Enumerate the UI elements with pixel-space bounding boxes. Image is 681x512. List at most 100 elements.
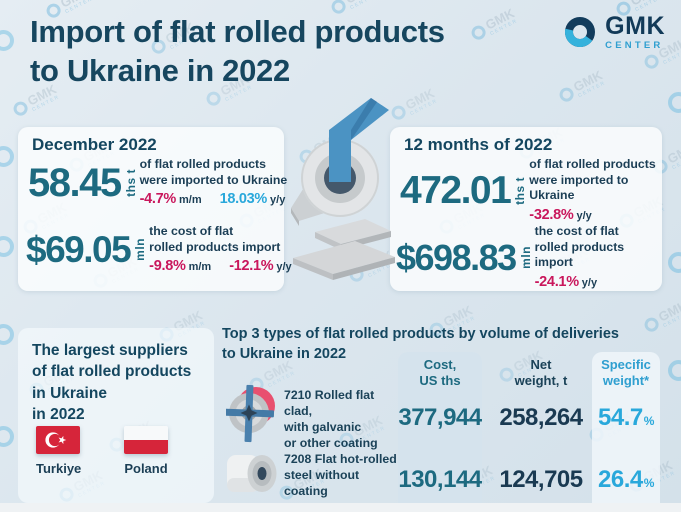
change-value: -9.8%	[149, 258, 186, 275]
stat-unit: ths t	[123, 168, 138, 197]
panel-12-months: 12 months of 2022 472.01 ths t of flat r…	[390, 127, 662, 291]
watermark-subtext: CENTER	[662, 309, 681, 329]
watermark-text: GMK	[482, 5, 517, 33]
change-yoy: -12.1% y/y	[229, 257, 291, 275]
specific-weight-value-7208: 26.4%	[592, 466, 660, 494]
change-mom: -4.7% m/m	[140, 190, 202, 208]
cost-column-band	[398, 352, 482, 503]
column-header-net-weight: Net weight, t	[490, 357, 592, 389]
suppliers-title-line: The largest suppliers	[32, 342, 188, 359]
stat-value: $69.05	[26, 229, 132, 271]
change-value: 18.03%	[219, 191, 268, 208]
product-name-7208: 7208 Flat hot-rolled steel without coati…	[284, 452, 400, 500]
logo-name: GMK	[605, 12, 665, 40]
change-label: y/y	[270, 194, 286, 207]
watermark-text: GMK	[655, 297, 681, 325]
gmk-ring-icon	[11, 99, 31, 119]
net-weight-value-7210: 258,264	[499, 404, 583, 431]
stat-description: the cost of flat rolled products import …	[535, 224, 662, 291]
change-label: y/y	[276, 261, 292, 274]
watermark-subtext: CENTER	[671, 151, 681, 171]
stat-year-cost: $698.83 mln the cost of flat rolled prod…	[396, 224, 662, 291]
change-value: -4.7%	[139, 191, 177, 208]
gmk-ring-icon	[668, 92, 681, 113]
desc-line: of flat rolled products	[529, 157, 656, 171]
stat-unit: mln	[518, 246, 533, 270]
panel-december: December 2022 58.45 ths t of flat rolled…	[18, 127, 292, 291]
percent-sign: %	[643, 414, 655, 428]
gmk-ring-icon	[0, 30, 14, 51]
stat-unit: mln	[133, 238, 148, 262]
year-heading: 12 months of 2022	[404, 135, 553, 154]
gmk-ring-icon	[0, 324, 14, 345]
watermark-subtext: CENTER	[31, 93, 61, 113]
watermark-text: GMK	[570, 67, 605, 95]
stat-december-cost: $69.05 mln the cost of flat rolled produ…	[26, 224, 310, 276]
product-name-line: steel without	[284, 467, 360, 482]
logo-subtitle: CENTER	[605, 40, 664, 51]
watermark-subtext: CENTER	[409, 97, 439, 117]
product-name-line: coating	[284, 483, 328, 498]
gmk-ring-icon	[0, 236, 14, 257]
percent-sign: %	[643, 476, 655, 490]
gmk-logo: GMK CENTER	[562, 14, 665, 51]
change-value: -32.8%	[529, 206, 574, 223]
december-heading: December 2022	[32, 135, 157, 154]
gmk-ring-icon	[0, 146, 14, 167]
column-header-cost: Cost, US ths	[398, 357, 482, 389]
stat-value: 58.45	[28, 160, 122, 205]
country-turkiye: Turkiye	[36, 426, 81, 476]
desc-line: the cost of flat	[149, 224, 234, 238]
gmk-ring-icon	[204, 89, 224, 109]
change-label: y/y	[576, 209, 592, 222]
specific-weight-number: 54.7	[598, 404, 643, 431]
product-name-line: 7210 Rolled flat clad,	[284, 388, 375, 418]
cost-value-7208: 130,144	[398, 466, 482, 493]
page-title: Import of flat rolled products to Ukrain…	[30, 12, 445, 90]
product-name-7210: 7210 Rolled flat clad, with galvanic or …	[284, 388, 400, 452]
watermark-text: GMK	[664, 139, 681, 167]
change-value: -12.1%	[229, 258, 274, 275]
desc-line: were imported to Ukraine	[529, 172, 629, 203]
watermark-subtext: CENTER	[662, 46, 681, 66]
stat-description: of flat rolled products were imported to…	[140, 157, 304, 209]
gmk-ring-icon	[668, 360, 681, 381]
stat-description: of flat rolled products were imported to…	[529, 157, 662, 224]
cost-value-7210: 377,944	[398, 404, 482, 431]
change-label: m/m	[188, 261, 212, 274]
gmk-ring-icon	[642, 52, 662, 72]
stat-year-volume: 472.01 ths t of flat rolled products wer…	[400, 157, 662, 224]
change-label: y/y	[581, 276, 598, 289]
gmk-ring-icon	[668, 252, 681, 273]
suppliers-card: The largest suppliers of flat rolled pro…	[18, 328, 214, 503]
coated-coil-icon	[226, 384, 275, 443]
change-mom: -9.8% m/m	[149, 257, 211, 275]
specific-weight-number: 26.4	[598, 466, 643, 493]
column-header-line: Specific	[601, 357, 651, 372]
stat-description: the cost of flat rolled products import …	[149, 224, 309, 276]
country-label: Turkiye	[36, 461, 82, 476]
gmk-logo-icon	[565, 17, 596, 47]
change-yoy: -24.1% y/y	[535, 273, 597, 291]
column-header-line: weight, t	[514, 372, 568, 388]
top3-title: Top 3 types of flat rolled products by v…	[222, 324, 662, 365]
watermark-text: GMK	[628, 0, 662, 9]
top3-title-line2: to Ukraine in 2022	[222, 346, 347, 363]
steel-coil-illustration	[291, 98, 395, 280]
bottom-edge-strip	[0, 503, 681, 512]
suppliers-title-line: in Ukraine	[32, 384, 107, 402]
watermark-text: GMK	[58, 0, 92, 11]
net-weight-value-7208: 124,705	[499, 466, 583, 493]
suppliers-title: The largest suppliers of flat rolled pro…	[32, 340, 191, 426]
column-header-line: US ths	[419, 372, 461, 388]
suppliers-title-line: in 2022	[32, 406, 85, 424]
desc-line: of flat rolled products	[139, 157, 266, 171]
product-name-line: 7208 Flat hot-rolled	[284, 452, 397, 466]
change-value: -24.1%	[534, 273, 579, 290]
country-poland: Poland	[124, 426, 168, 476]
column-header-line: Net	[530, 357, 552, 372]
gmk-ring-icon	[0, 426, 14, 447]
specific-weight-value-7210: 54.7%	[592, 404, 660, 432]
